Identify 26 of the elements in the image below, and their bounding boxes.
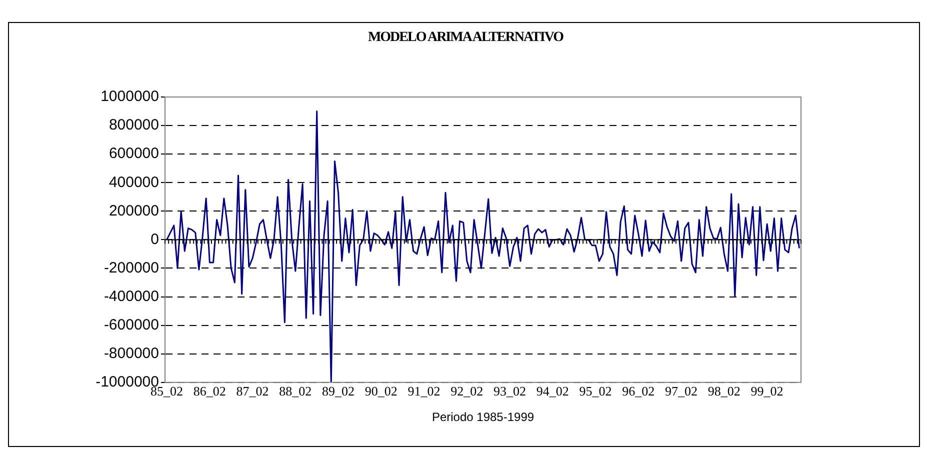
y-tick-label: 200000: [108, 202, 159, 220]
y-tick-label: 0: [150, 230, 159, 248]
x-tick-label: 98_02: [708, 384, 740, 399]
x-tick-label: 94_02: [536, 384, 569, 399]
x-tick-label: 90_02: [364, 384, 398, 399]
y-tick-label: 400000: [108, 174, 159, 191]
y-tick-label: -200000: [104, 259, 159, 276]
x-tick-label: 93_02: [494, 384, 526, 399]
y-tick-label: -800000: [104, 345, 159, 362]
x-axis-title: Periodo 1985-1999: [430, 410, 536, 424]
x-tick-label: 91_02: [408, 384, 440, 399]
x-tick-label: 92_02: [450, 384, 484, 399]
y-tick-label: 1000000: [100, 88, 159, 106]
x-tick-label: 99_02: [750, 384, 784, 399]
chart-title: MODELO ARIMA ALTERNATIVO: [366, 30, 564, 46]
y-tick-label: 800000: [108, 116, 159, 134]
x-tick-label: 95_02: [579, 384, 612, 399]
y-tick-label: 600000: [108, 145, 159, 162]
x-tick-label: 88_02: [279, 384, 312, 399]
x-tick-label: 97_02: [665, 384, 698, 399]
x-tick-label: 86_02: [193, 384, 226, 399]
y-tick-label: -400000: [104, 288, 159, 305]
x-tick-label: 87_02: [236, 384, 269, 399]
x-tick-label: 96_02: [622, 384, 655, 399]
y-tick-label: -600000: [104, 316, 159, 334]
x-tick-label: 89_02: [322, 384, 355, 399]
